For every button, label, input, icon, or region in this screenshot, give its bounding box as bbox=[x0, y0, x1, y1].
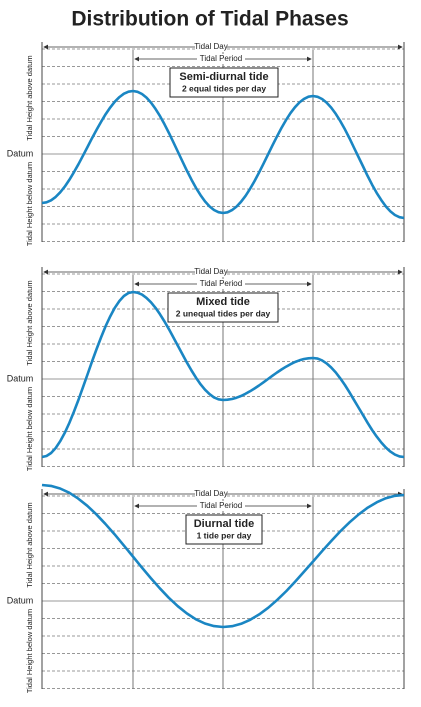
datum-label: Datum bbox=[7, 595, 34, 605]
above-label: Tidal Height above datum bbox=[25, 502, 34, 587]
datum-label: Datum bbox=[7, 148, 34, 158]
tide-curve bbox=[41, 483, 405, 629]
tidal-period-label: Tidal Period bbox=[200, 279, 242, 288]
tide-label: Mixed tide bbox=[196, 296, 250, 308]
tide-label: Semi-diurnal tide bbox=[179, 71, 268, 83]
tidal-day-label: Tidal Day bbox=[194, 42, 228, 51]
tidal-day-label: Tidal Day bbox=[194, 489, 228, 498]
tide-label-box bbox=[169, 67, 279, 98]
tide-label-box bbox=[167, 292, 279, 323]
tide-sublabel: 2 equal tides per day bbox=[182, 83, 266, 93]
tide-label-box bbox=[185, 514, 263, 545]
tide-label: Diurnal tide bbox=[194, 518, 255, 530]
label-bg bbox=[195, 267, 227, 277]
above-label: Tidal Height above datum bbox=[25, 280, 34, 365]
tide-curve bbox=[41, 290, 405, 459]
tide-sublabel: 1 tide per day bbox=[197, 530, 252, 540]
label-bg bbox=[197, 279, 245, 289]
tidal-day-label: Tidal Day bbox=[194, 267, 228, 276]
datum-label: Datum bbox=[7, 373, 34, 383]
tide-sublabel: 2 unequal tides per day bbox=[176, 308, 271, 318]
above-label: Tidal Height above datum bbox=[25, 55, 34, 140]
tidal-period-label: Tidal Period bbox=[200, 54, 242, 63]
below-label: Tidal Height below datum bbox=[25, 387, 34, 471]
label-bg bbox=[197, 501, 245, 511]
title: Distribution of Tidal Phases bbox=[71, 8, 348, 31]
below-label: Tidal Height below datum bbox=[25, 609, 34, 693]
tidal-period-label: Tidal Period bbox=[200, 501, 242, 510]
tide-curve bbox=[41, 89, 405, 220]
panel: Tidal Day Tidal Period Semi-diurnal tide2 … bbox=[7, 42, 405, 246]
label-bg bbox=[197, 54, 245, 64]
below-label: Tidal Height below datum bbox=[25, 162, 34, 246]
label-bg bbox=[195, 489, 227, 499]
label-bg bbox=[195, 42, 227, 52]
